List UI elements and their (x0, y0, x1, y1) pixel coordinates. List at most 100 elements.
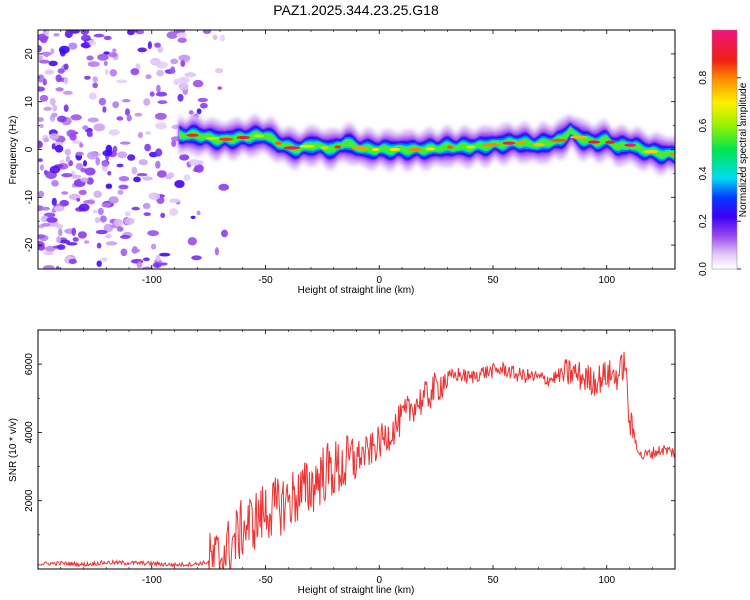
noise-blob (43, 137, 50, 143)
colorbar-step (712, 69, 737, 73)
spectrogram-x-ticks: -100 -50 0 50 100 (60, 30, 676, 286)
colorbar-step (712, 159, 737, 163)
colorbar-ticks: 0.0 0.2 0.4 0.6 0.8 (698, 70, 741, 276)
colorbar-step (712, 123, 737, 127)
colorbar-step (712, 223, 737, 226)
noise-blob (39, 164, 44, 171)
colorbar-step (712, 91, 737, 95)
noise-blob (92, 209, 98, 214)
colorbar-step (712, 73, 737, 77)
colorbar-step (712, 163, 737, 167)
noise-blob (112, 101, 120, 109)
noise-blob (112, 48, 117, 53)
noise-blob (63, 104, 69, 112)
colorbar-step (712, 259, 737, 262)
colorbar-step (712, 127, 737, 131)
y-tick-label: 6000 (24, 353, 35, 376)
colorbar-step (712, 129, 737, 133)
noise-blob (117, 189, 124, 195)
noise-blob (108, 196, 119, 204)
noise-blob (101, 202, 112, 208)
colorbar-step (712, 61, 737, 65)
ridge-peak (482, 143, 500, 147)
colorbar-step (712, 185, 737, 188)
ridge-peak (283, 146, 300, 150)
colorbar-step (712, 31, 737, 35)
colorbar-step (712, 251, 737, 254)
noise-blob (64, 148, 71, 156)
noise-blob (93, 123, 106, 132)
colorbar-step (712, 155, 737, 159)
noise-blob (38, 190, 45, 198)
spectrogram-y-ticks: -20 -10 0 10 20 (24, 29, 675, 252)
noise-blob (124, 211, 131, 217)
colorbar-gradient (712, 30, 737, 270)
noise-blob (189, 159, 200, 166)
noise-blob (78, 203, 90, 212)
noise-blob (86, 130, 93, 137)
noise-blob (137, 131, 143, 139)
noise-blob (142, 176, 154, 181)
noise-blob (41, 206, 51, 211)
noise-blob (57, 68, 65, 74)
noise-blob (38, 54, 44, 61)
noise-blob (52, 104, 58, 112)
colorbar-step (712, 141, 737, 145)
ridge-peak (425, 147, 436, 151)
colorbar-step (712, 213, 737, 216)
colorbar-tick-label: 0.6 (698, 118, 709, 132)
colorbar-step (712, 49, 737, 53)
noise-blob (155, 160, 161, 169)
ridge-peak (219, 137, 234, 141)
colorbar-step (712, 107, 737, 111)
colorbar-step (712, 171, 737, 174)
noise-blob (178, 54, 191, 62)
noise-blob (102, 106, 107, 113)
noise-blob (97, 53, 109, 61)
noise-blob (54, 144, 64, 153)
noise-blob (144, 143, 152, 152)
noise-blob (177, 37, 187, 43)
noise-blob (154, 42, 161, 48)
ridge-peak (253, 134, 264, 138)
ridge-peak (669, 152, 675, 156)
noise-blob (56, 244, 66, 250)
y-tick-label: 2000 (24, 489, 35, 512)
colorbar-step (712, 113, 737, 117)
noise-blob (93, 33, 105, 38)
noise-blob (120, 234, 131, 239)
colorbar-step (712, 93, 737, 97)
noise-blob (49, 98, 56, 106)
colorbar-tick-label: 0.2 (698, 214, 709, 228)
colorbar-step (712, 199, 737, 202)
colorbar-step (712, 115, 737, 119)
ridge-peak (236, 135, 250, 140)
noise-blob (142, 202, 151, 210)
colorbar-step (712, 151, 737, 155)
noise-blob (130, 68, 140, 76)
noise-blob (66, 242, 78, 246)
colorbar-step (712, 193, 737, 196)
noise-blob (62, 90, 73, 95)
noise-blob (220, 34, 225, 42)
noise-blob (63, 63, 69, 70)
colorbar-step (712, 189, 737, 192)
noise-blob (116, 163, 124, 168)
colorbar-step (712, 229, 737, 232)
colorbar-step (712, 147, 737, 151)
colorbar-step (712, 143, 737, 147)
snr-y-label: SNR (10 * v/v) (8, 418, 19, 482)
noise-blob (61, 191, 69, 195)
noise-blob (80, 34, 91, 42)
colorbar-step (712, 167, 737, 171)
colorbar-step (712, 87, 737, 91)
noise-blob (150, 57, 161, 66)
colorbar-step (712, 243, 737, 246)
noise-blob (65, 155, 71, 163)
x-tick-label: 50 (487, 575, 499, 586)
noise-blob (109, 69, 118, 77)
noise-blob (200, 102, 208, 109)
colorbar-step (712, 219, 737, 222)
x-tick-label: -50 (258, 275, 273, 286)
snr-x-label: Height of straight line (km) (298, 585, 415, 596)
